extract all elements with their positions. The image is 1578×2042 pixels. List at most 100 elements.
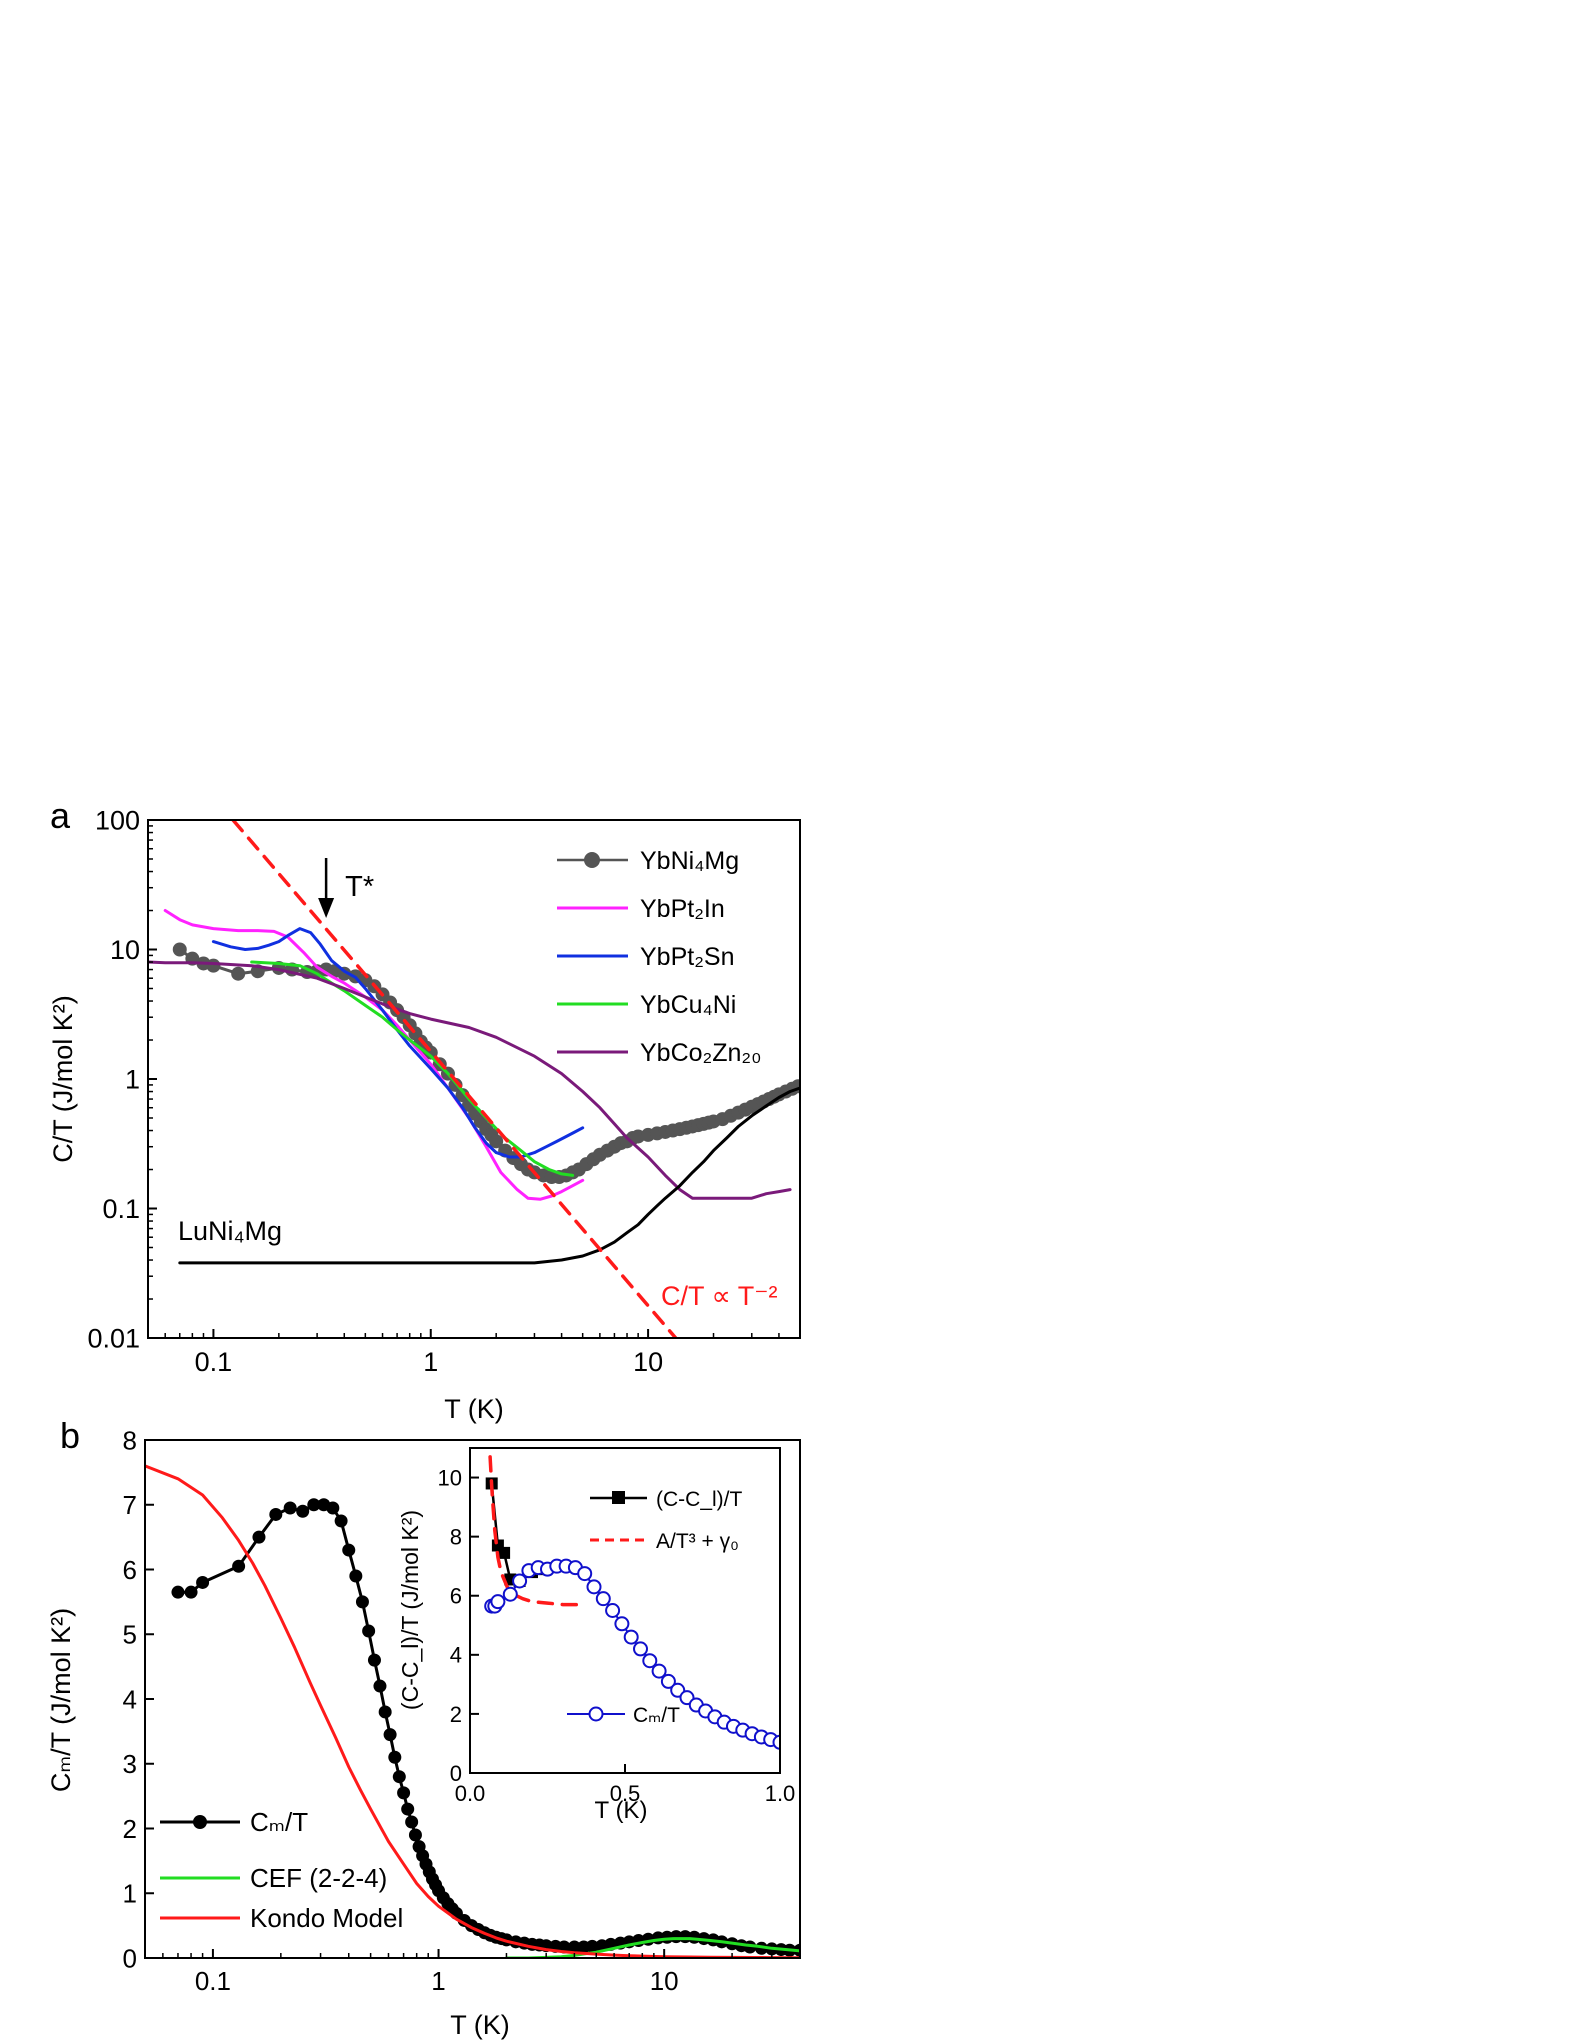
inset-legend-item-cm: Cₘ/T [567, 1704, 680, 1727]
panel-a-axes: 0.1 1 10 0.01 0.1 1 10 100 [87, 806, 780, 1377]
a-y-tick-label: 0.1 [102, 1194, 140, 1224]
a-x-tick-label: 10 [633, 1347, 663, 1377]
panel-b-xlabel: T (K) [450, 2010, 510, 2040]
b-marker-cm [342, 1543, 356, 1557]
legend-item-ybpt2in: YbPt₂In [557, 895, 725, 923]
inset-y-tick-label: 2 [450, 1702, 462, 1727]
panel-b-legend: Cₘ/T CEF (2-2-4) Kondo Model [160, 1807, 403, 1933]
a-y-tick-label: 10 [110, 935, 140, 965]
b-marker-cm [283, 1501, 297, 1515]
inset-marker-cm [660, 1673, 676, 1689]
inset-axes: 0.0 0.5 1.0 0 2 4 6 8 10 [438, 1465, 796, 1806]
b-marker-cm [585, 1939, 599, 1953]
legend-label-kondo: Kondo Model [250, 1903, 403, 1933]
inset-marker-cm [586, 1579, 602, 1595]
b-x-tick-label: 1 [431, 1966, 445, 1996]
legend-label-ybni4mg: YbNi₄Mg [640, 847, 739, 875]
legend-item-cm: Cₘ/T [160, 1807, 308, 1837]
panel-b-axes: 0.1 1 10 0 1 2 3 4 5 6 7 8 [123, 1425, 773, 1996]
legend-item-ybni4mg: YbNi₄Mg [557, 847, 739, 875]
lu-label: LuNi₄Mg [178, 1216, 282, 1246]
b-marker-cm [326, 1501, 340, 1515]
inset-y-tick-label: 0 [450, 1761, 462, 1786]
a-y-tick-label: 1 [125, 1065, 140, 1095]
b-x-tick-label: 10 [650, 1966, 679, 1996]
b-marker-cm [383, 1728, 397, 1742]
a-series-powerlaw [231, 820, 678, 1338]
legend-marker-ybni4mg [584, 852, 600, 868]
b-marker-cm [373, 1679, 387, 1693]
inset-x-tick-label: 1.0 [765, 1781, 796, 1806]
b-marker-cm [388, 1750, 402, 1764]
b-y-tick-label: 5 [123, 1620, 137, 1650]
inset-y-tick-label: 10 [438, 1465, 462, 1490]
legend-label-cm: Cₘ/T [250, 1807, 308, 1837]
legend-label-ybco2zn20: YbCo₂Zn₂₀ [640, 1039, 762, 1067]
b-marker-cm [349, 1569, 363, 1583]
b-marker-cm [252, 1530, 266, 1544]
b-marker-cm [378, 1705, 392, 1719]
panel-a-ylabel: C/T (J/mol K²) [48, 995, 78, 1163]
b-marker-cm [397, 1786, 411, 1800]
inset-marker-cm [633, 1641, 648, 1657]
a-marker-YbNi4Mg [206, 958, 221, 973]
a-series-LuNi4Mg [178, 1086, 800, 1265]
inset-marker-cm [605, 1603, 621, 1618]
inset-marker-cm [502, 1586, 518, 1602]
inset-x-tick-label: 0.0 [455, 1781, 486, 1806]
legend-item-cef: CEF (2-2-4) [160, 1863, 387, 1893]
b-marker-cm [567, 1940, 581, 1954]
panel-a: a 0.1 1 10 0.01 0.1 1 10 100 T (K) C/T (J/mol K… [48, 795, 801, 1424]
legend-label-ybpt2in: YbPt₂In [640, 895, 725, 923]
b-marker-cm [367, 1653, 381, 1667]
a-y-tick-label: 0.01 [87, 1324, 140, 1354]
panel-label-a: a [50, 795, 71, 836]
a-y-tick-label: 100 [95, 806, 140, 836]
a-series-YbCo2Zn20 [148, 960, 792, 1200]
inset-legend-marker-ccl [612, 1491, 625, 1504]
inset-series-fit [488, 1455, 581, 1607]
inset-marker-cm [614, 1616, 630, 1632]
legend-label-ybpt2sn: YbPt₂Sn [640, 943, 734, 971]
b-marker-cm [405, 1815, 419, 1829]
inset-marker-cm [642, 1653, 658, 1669]
inset-marker-cm [623, 1629, 639, 1645]
b-y-tick-label: 1 [123, 1879, 137, 1909]
panel-a-legend: YbNi₄Mg YbPt₂In YbPt₂Sn YbCu₄Ni YbCo₂Zn₂… [557, 847, 762, 1067]
inset-legend: (C-C_l)/T A/T³ + γ₀ Cₘ/T [567, 1488, 742, 1727]
a-marker-YbNi4Mg [489, 1134, 504, 1149]
b-y-tick-label: 0 [123, 1943, 137, 1973]
b-series-cef [505, 1937, 800, 1958]
b-marker-cm [196, 1575, 210, 1589]
inset-marker-cm [772, 1734, 780, 1750]
b-marker-cm [232, 1559, 246, 1573]
legend-item-ybpt2sn: YbPt₂Sn [557, 943, 734, 971]
panel-b-plot-area [145, 1464, 800, 1958]
inset-legend-label-ccl: (C-C_l)/T [656, 1488, 742, 1511]
a-marker-YbNi4Mg [172, 942, 187, 957]
inset-legend-marker-cm [588, 1706, 604, 1722]
legend-marker-cm [193, 1815, 207, 1829]
inset-ylabel: (C-C_l)/T (J/mol K²) [397, 1510, 423, 1710]
inset-y-tick-label: 6 [450, 1584, 462, 1609]
b-marker-cm [184, 1585, 198, 1599]
b-marker-cm [362, 1624, 376, 1638]
legend-label-ybcu4ni: YbCu₄Ni [640, 991, 736, 1019]
inset-marker-cm [512, 1573, 528, 1589]
powerlaw-label: C/T ∝ T⁻² [661, 1281, 778, 1311]
tstar-annotation: T* [318, 858, 374, 918]
b-y-tick-label: 2 [123, 1814, 137, 1844]
panel-b-ylabel: Cₘ/T (J/mol K²) [46, 1608, 76, 1792]
b-y-tick-label: 6 [123, 1555, 137, 1585]
inset-legend-item-fit: A/T³ + γ₀ [590, 1530, 739, 1553]
inset-legend-item-ccl: (C-C_l)/T [590, 1488, 742, 1511]
b-marker-cm [408, 1828, 422, 1842]
a-x-tick-label: 0.1 [195, 1347, 233, 1377]
inset-plot-area [484, 1455, 780, 1750]
legend-item-ybcu4ni: YbCu₄Ni [557, 991, 736, 1019]
b-marker-cm [269, 1507, 283, 1521]
b-marker-cm [334, 1514, 348, 1528]
inset-y-tick-label: 4 [450, 1643, 462, 1668]
